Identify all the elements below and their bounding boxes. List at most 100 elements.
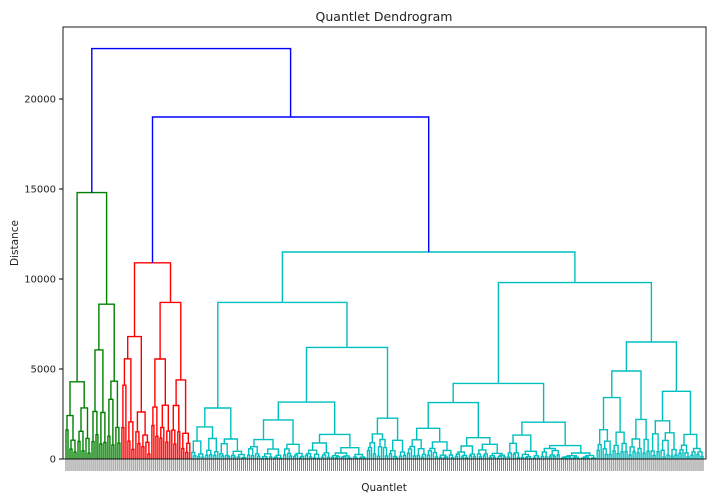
dendrogram-link (611, 370, 642, 420)
dendrogram-link (177, 431, 181, 459)
dendrogram-link (406, 452, 411, 459)
dendrogram-link (283, 454, 287, 459)
dendrogram-link (612, 450, 616, 459)
dendrogram-link (596, 449, 600, 459)
dendrogram-link (111, 444, 115, 459)
dendrogram-link (121, 426, 125, 459)
dendrogram-link (76, 191, 108, 382)
dendrogram-link (248, 448, 254, 456)
dendrogram-link (251, 455, 255, 459)
dendrogram-link (147, 453, 151, 459)
dendrogram-links (65, 47, 704, 460)
dendrogram-link (110, 380, 119, 428)
dendrogram-link (482, 455, 486, 459)
dendrogram-link (599, 429, 609, 445)
dendrogram-link (680, 444, 688, 453)
dendrogram-link (262, 419, 294, 445)
dendrogram-link (151, 116, 430, 263)
dendrogram-link (154, 358, 166, 408)
dendrogram-link (376, 417, 399, 441)
dendrogram-link (359, 456, 366, 459)
dendrogram-link (366, 449, 371, 459)
dendrogram-link (193, 455, 197, 459)
dendrogram-link (509, 442, 517, 453)
dendrogram-link (628, 454, 632, 459)
dendrogram-link (636, 452, 640, 459)
dendrogram-link (205, 454, 209, 459)
dendrogram-link (127, 335, 142, 412)
dendrogram-link (384, 455, 389, 459)
dendrogram-link (624, 450, 628, 459)
dendrogram-link (427, 401, 479, 438)
dendrogram-link (654, 420, 671, 434)
dendrogram-link (209, 454, 213, 459)
dendrogram-link (247, 454, 251, 459)
dendrogram-link (635, 418, 647, 440)
dendrogram-link (172, 404, 180, 432)
dendrogram-link (165, 441, 169, 459)
dendrogram-link (651, 433, 659, 452)
dendrogram-link (372, 453, 377, 459)
dendrogram-link (512, 453, 516, 459)
dendrogram-link (277, 401, 336, 435)
dendrogram-link (107, 435, 111, 459)
dendrogram-link (621, 442, 627, 452)
dendrogram-link (304, 454, 309, 459)
dendrogram-link (206, 449, 212, 456)
dendrogram-link (213, 454, 217, 459)
dendrogram-link (204, 407, 232, 439)
dendrogram-link (159, 437, 163, 459)
dendrogram-link (369, 442, 376, 454)
dendrogram-link (549, 444, 582, 453)
dendrogram-link (604, 453, 608, 459)
dendrogram-link (642, 452, 646, 459)
dendrogram-link (103, 441, 107, 459)
dendrogram-link (99, 443, 103, 459)
dendrogram-link (412, 455, 417, 459)
dendrogram-link (643, 438, 649, 454)
y-tick-label: 0 (50, 455, 56, 466)
dendrogram-link (175, 379, 187, 434)
dendrogram-link (73, 451, 77, 459)
dendrogram-link (217, 301, 348, 408)
dendrogram-link (664, 432, 675, 450)
dendrogram-link (416, 454, 421, 459)
chart-title: Quantlet Dendrogram (316, 9, 453, 24)
dendrogram-link (608, 453, 612, 459)
dendrogram-link (155, 435, 159, 459)
dendrogram-link (411, 439, 422, 449)
dendrogram-link (674, 454, 678, 459)
dendrogram-link (666, 454, 670, 459)
y-tick-label: 5000 (31, 365, 56, 376)
leaf-tick-marks (65, 459, 704, 471)
dendrogram-link (556, 454, 560, 459)
dendrogram-link (388, 453, 393, 459)
dendrogram-link (620, 451, 624, 459)
dendrogram-link (652, 454, 656, 459)
dendrogram-link (142, 434, 149, 447)
y-tick-label: 20000 (24, 95, 56, 106)
plot-frame (62, 26, 707, 460)
dendrogram-link (77, 440, 81, 459)
dendrogram-link (497, 281, 653, 384)
dendrogram-link (696, 453, 700, 459)
dendrogram-link (678, 452, 682, 459)
dendrogram-link (221, 455, 225, 459)
dendrogram-link (646, 450, 650, 459)
dendrogram-link (318, 433, 351, 448)
dendrogram-link (81, 450, 85, 459)
dendrogram-link (489, 455, 495, 458)
dendrogram-link (521, 421, 566, 446)
dendrogram-link (661, 390, 692, 435)
dendrogram-link (602, 396, 621, 433)
dendrogram-link (131, 448, 135, 459)
dendrogram-link (541, 451, 547, 457)
dendrogram-link (305, 346, 389, 419)
dendrogram-link (426, 454, 431, 459)
dendrogram-link (65, 429, 69, 459)
dendrogram-link (481, 443, 498, 454)
dendrogram-link (281, 251, 576, 303)
dendrogram-link (460, 445, 474, 455)
dendrogram-link (141, 446, 145, 459)
dendrogram-link (656, 451, 660, 459)
